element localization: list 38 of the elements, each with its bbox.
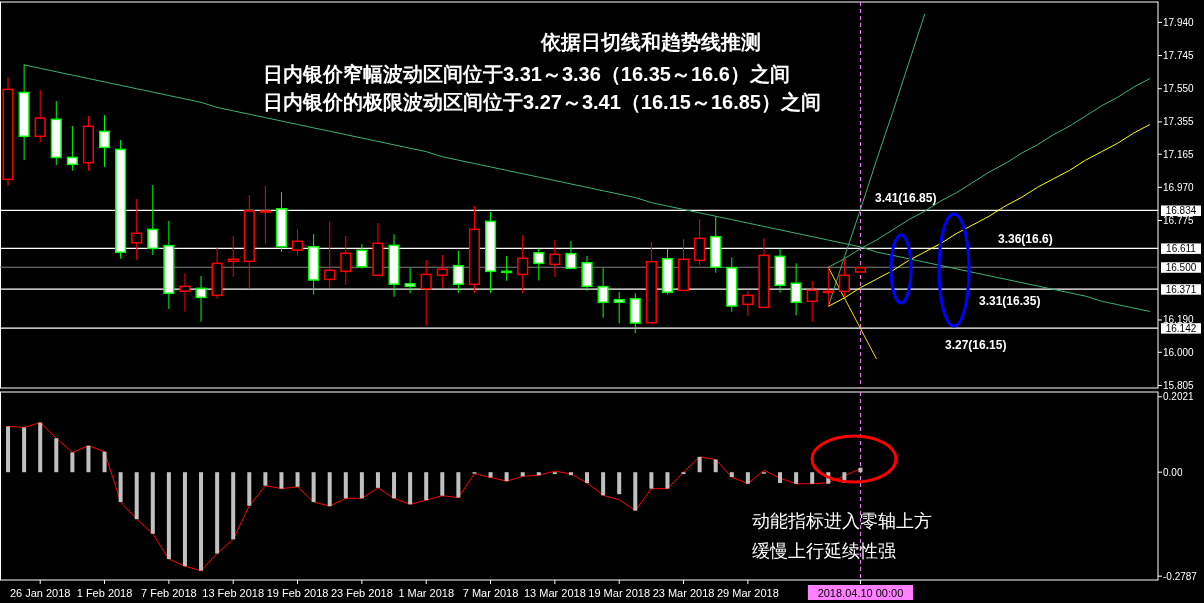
y-tick-label: 17.165	[1163, 148, 1195, 160]
x-tick-label: 19 Mar 2018	[588, 587, 651, 599]
y-tick-label: 16.000	[1163, 346, 1195, 358]
x-tick-label: 13 Mar 2018	[523, 587, 586, 599]
x-tick-label: 1 Mar 2018	[398, 587, 455, 599]
text: 依据日切线和趋势线推测	[540, 31, 761, 53]
x-tick-label: 23 Feb 2018	[330, 587, 393, 599]
annotation: 3.36(16.6)	[998, 232, 1053, 246]
y-tick-label: 17.940	[1163, 16, 1195, 28]
x-tick-label: 29 Mar 2018	[716, 587, 779, 599]
x-tick-label: 26 Jan 2018	[9, 587, 71, 599]
y-tick-label: 17.550	[1163, 83, 1195, 95]
ref-line-label: 16.834	[1165, 204, 1197, 216]
y-tick-label: 16.970	[1163, 181, 1195, 193]
ref-line-label: 16.500	[1165, 261, 1197, 273]
y-tick-label: 15.805	[1163, 379, 1195, 391]
annotation: 缓慢上行延续性强	[752, 541, 896, 561]
x-tick-label: 1 Feb 2018	[76, 587, 133, 599]
annotation: 日内银价窄幅波动区间位于3.31～3.36（16.35～16.6）之间	[263, 63, 790, 85]
annotation: 3.27(16.15)	[945, 338, 1007, 352]
x-tick-label: 23 Mar 2018	[652, 587, 715, 599]
x-tick-label: 2018.04.10 00:00	[817, 587, 904, 599]
y-tick-label: 17.355	[1163, 116, 1195, 128]
y-tick-label: -0.2787	[1163, 570, 1198, 582]
y-tick-label: 17.745	[1163, 50, 1195, 62]
annotation: 3.41(16.85)	[875, 191, 937, 205]
y-tick-label: 16.775	[1163, 215, 1195, 227]
ref-line-label: 16.371	[1165, 283, 1197, 295]
ref-line-label: 16.611	[1166, 242, 1197, 254]
x-tick-label: 13 Feb 2018	[202, 587, 265, 599]
annotation: 3.31(16.35)	[979, 294, 1041, 308]
x-tick-label: 7 Mar 2018	[462, 587, 519, 599]
x-tick-label: 19 Feb 2018	[266, 587, 329, 599]
y-tick-label: 0.2021	[1163, 391, 1195, 403]
annotation: 动能指标进入零轴上方	[752, 511, 932, 531]
y-tick-label: 0.00	[1163, 466, 1183, 478]
annotation: 日内银价的极限波动区间位于3.27～3.41（16.15～16.85）之间	[263, 91, 821, 113]
x-tick-label: 7 Feb 2018	[141, 587, 197, 599]
